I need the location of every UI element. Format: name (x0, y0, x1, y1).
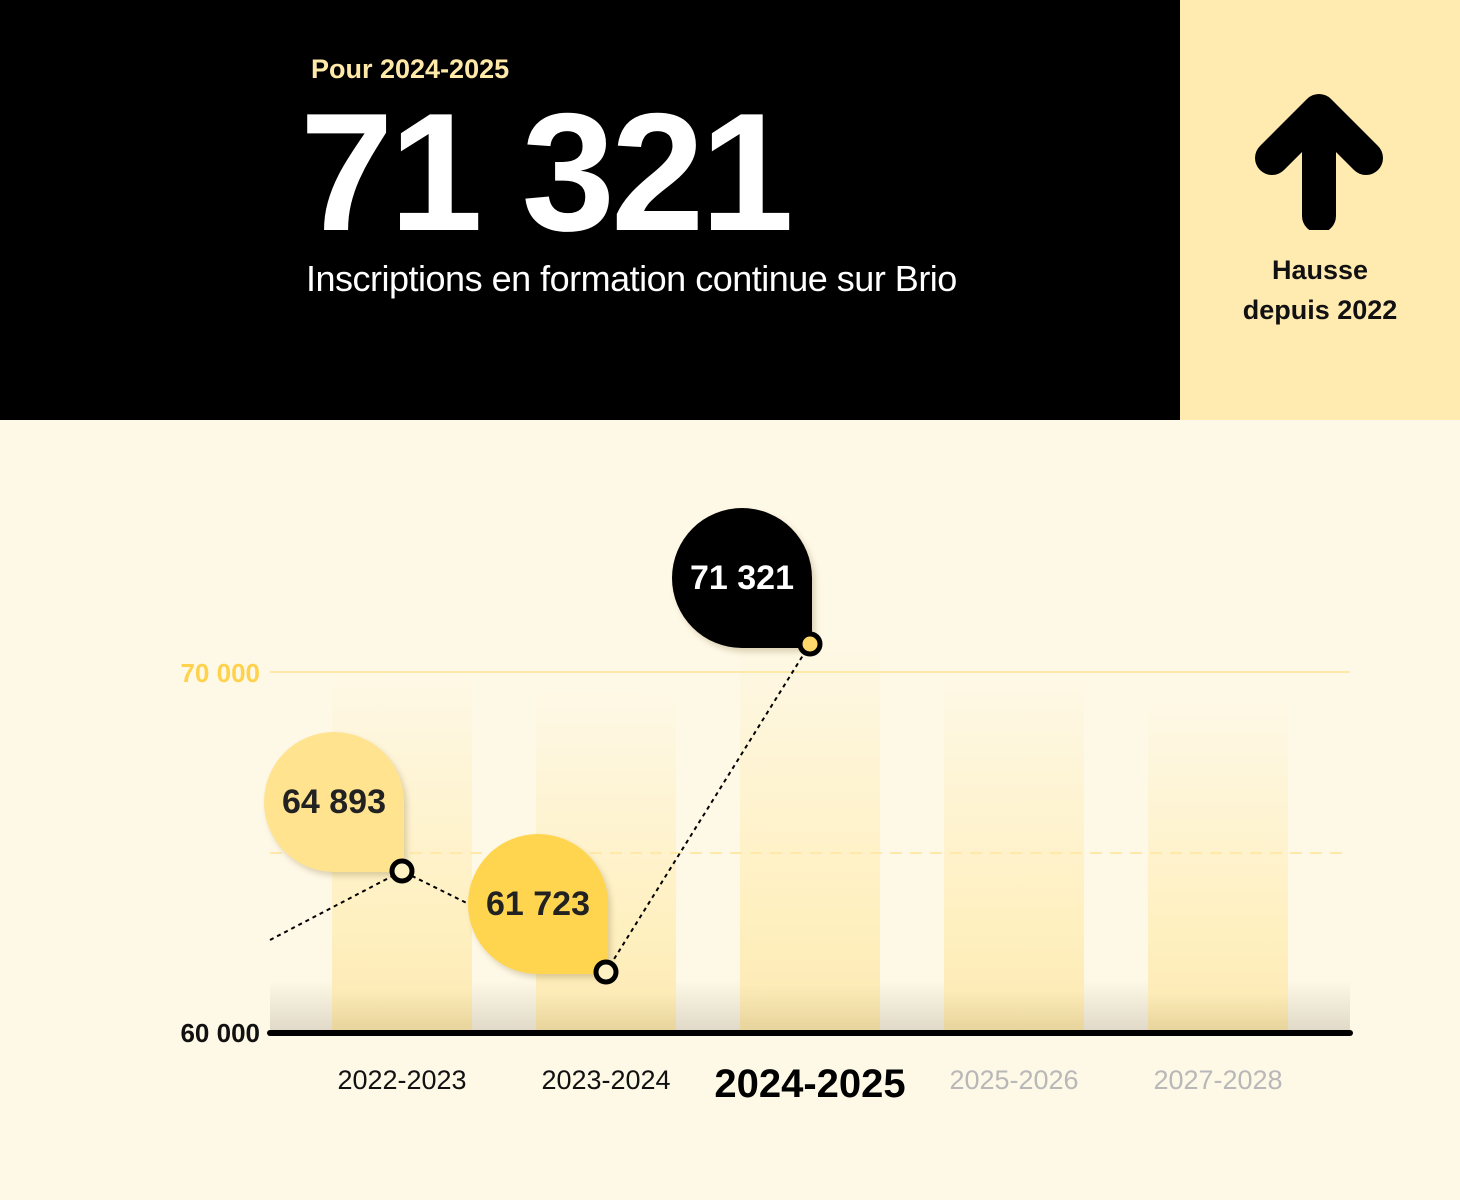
headline-subtitle: Inscriptions en formation continue sur B… (306, 258, 957, 299)
trend-line-1: Hausse (1271, 255, 1369, 285)
trend-line (269, 643, 811, 974)
x-label-2023-2024: 2023-2024 (541, 1065, 671, 1095)
period-label: Pour 2024-2025 (311, 54, 510, 84)
x-label-2027-2028: 2027-2028 (1153, 1065, 1283, 1095)
x-label-2022-2023: 2022-2023 (337, 1065, 467, 1095)
x-label-2025-2026: 2025-2026 (949, 1065, 1079, 1095)
y-tick-70000: 70 000 (180, 658, 260, 688)
enrollment-chart: 70 000 60 000 64 893 61 723 71 321 2022-… (0, 420, 1460, 1200)
trend-text: Hausse depuis 2022 (1180, 250, 1460, 330)
data-label-2023-2024: 61 723 (468, 834, 608, 974)
bar-2024-2025 (740, 635, 880, 1033)
bar-2027-2028 (1148, 700, 1288, 1033)
hero-banner: Pour 2024-2025 71 321 Inscriptions en fo… (0, 0, 1180, 420)
x-label-2024-2025: 2024-2025 (714, 1062, 906, 1106)
trend-line-2: depuis 2022 (1242, 295, 1398, 325)
data-label-2024-2025: 71 321 (672, 508, 812, 648)
headline-number: 71 321 (300, 78, 794, 266)
data-label-2022-2023: 64 893 (264, 732, 404, 872)
arrow-up-icon (1255, 94, 1383, 230)
y-tick-60000: 60 000 (180, 1018, 260, 1048)
